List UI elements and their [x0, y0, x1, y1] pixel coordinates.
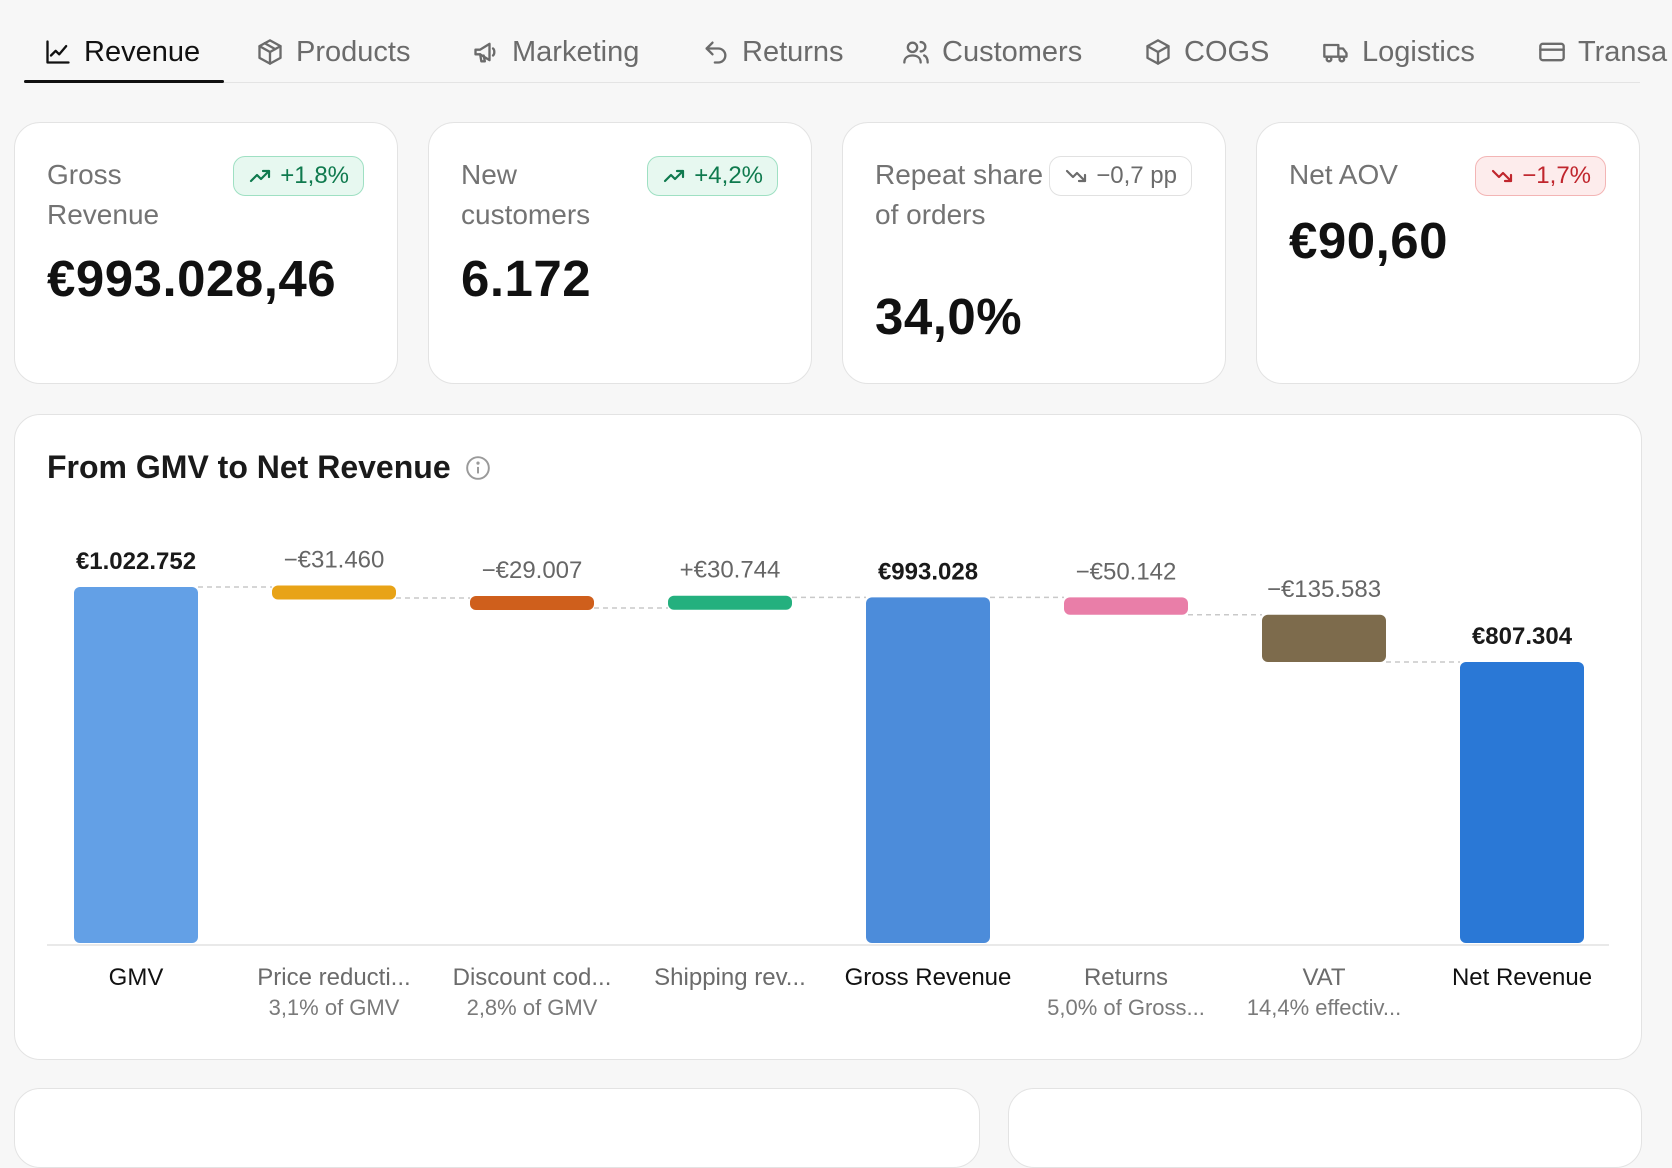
tab-cogs[interactable]: COGS [1144, 30, 1269, 74]
megaphone-icon [474, 42, 496, 63]
kpi-change-value: +1,8% [280, 162, 349, 189]
bar-value-label: −€29.007 [482, 557, 583, 584]
bar-value-label: −€31.460 [284, 546, 385, 573]
waterfall-bar [1460, 661, 1584, 943]
waterfall-bar [272, 585, 396, 600]
tab-returns[interactable]: Returns [702, 30, 844, 74]
kpi-label: Net AOV [1289, 159, 1398, 190]
tab-label: Logistics [1362, 35, 1475, 68]
category-label: Gross Revenue [845, 964, 1012, 991]
category-sublabel: 2,8% of GMV [467, 995, 598, 1020]
category-label: Net Revenue [1452, 964, 1592, 991]
kpi-change-value: −1,7% [1522, 162, 1591, 189]
trending-down-icon [1066, 169, 1087, 183]
tab-label: Transa [1578, 35, 1668, 68]
info-icon[interactable] [465, 455, 491, 481]
package-icon [1146, 39, 1170, 65]
waterfall-bar [1064, 597, 1188, 615]
kpi-value: €90,60 [1289, 212, 1448, 269]
kpi-label: Gross Revenue [47, 159, 160, 230]
category-label: Discount cod... [453, 964, 612, 991]
tab-label: COGS [1184, 35, 1270, 68]
category-sublabel: 14,4% effectiv... [1247, 995, 1402, 1020]
boxes-icon [258, 39, 282, 65]
tab-marketing[interactable]: Marketing [472, 30, 639, 74]
trending-down-icon [1492, 169, 1513, 183]
line-chart-icon [46, 40, 70, 64]
tab-label: Returns [742, 35, 844, 68]
bar-value-label: −€135.583 [1267, 576, 1381, 603]
active-tab-indicator [24, 80, 224, 83]
kpi-value: €993.028,46 [47, 250, 337, 307]
kpi-label: New customers [461, 159, 591, 230]
kpi-card-repeat-share[interactable]: Repeat share of orders −0,7 pp 34,0% [842, 122, 1226, 384]
kpi-label: Repeat share of orders [875, 159, 1044, 230]
bottom-card-left [14, 1088, 980, 1168]
category-sublabel: 5,0% of Gross... [1047, 995, 1205, 1020]
bar-value-label: €807.304 [1472, 623, 1573, 650]
trending-up-icon [250, 169, 271, 183]
kpi-card-new-customers[interactable]: New customers +4,2% 6.172 [428, 122, 812, 384]
waterfall-chart-card: From GMV to Net Revenue €1.022.752 GMV −€3… [14, 414, 1642, 1060]
waterfall-bar [866, 597, 990, 943]
waterfall-bar [668, 595, 792, 610]
tab-bar: Revenue Products Marketing Returns Custo… [0, 0, 1667, 84]
tab-logistics[interactable]: Logistics [1322, 30, 1475, 74]
category-sublabel: 3,1% of GMV [269, 995, 400, 1020]
users-icon [903, 40, 929, 64]
waterfall-chart: €1.022.752 GMV −€31.460 Price reducti... 3,1… [47, 546, 1609, 1020]
tab-products[interactable]: Products [256, 30, 410, 74]
kpi-value: 34,0% [875, 288, 1023, 345]
tab-revenue[interactable]: Revenue [44, 30, 200, 74]
bottom-card-right [1008, 1088, 1642, 1168]
kpi-change-badge: −1,7% [1475, 156, 1606, 196]
bar-value-label: −€50.142 [1076, 558, 1177, 585]
tab-bar-divider [24, 82, 1640, 83]
kpi-change-badge: −0,7 pp [1049, 156, 1192, 196]
category-label: Returns [1084, 964, 1168, 991]
chart-title-row: From GMV to Net Revenue [47, 449, 491, 486]
trending-up-icon [664, 169, 685, 183]
card-icon [1539, 42, 1565, 62]
tab-label: Revenue [84, 35, 201, 68]
waterfall-bar [1262, 614, 1386, 662]
waterfall-bar [74, 587, 198, 943]
undo-icon [705, 41, 727, 64]
waterfall-bar [470, 595, 594, 610]
kpi-change-badge: +1,8% [233, 156, 364, 196]
kpi-change-value: +4,2% [694, 162, 763, 189]
tab-customers[interactable]: Customers [902, 30, 1082, 74]
bar-value-label: +€30.744 [680, 557, 781, 584]
kpi-change-badge: +4,2% [647, 156, 778, 196]
tab-label: Customers [942, 35, 1083, 68]
kpi-change-value: −0,7 pp [1096, 162, 1177, 189]
kpi-value: 6.172 [461, 250, 592, 307]
tab-label: Products [296, 35, 411, 68]
kpi-card-net-aov[interactable]: Net AOV −1,7% €90,60 [1256, 122, 1640, 384]
category-label: Price reducti... [257, 964, 410, 991]
chart-title: From GMV to Net Revenue [47, 449, 451, 485]
bar-value-label: €1.022.752 [76, 548, 196, 575]
category-label: GMV [109, 964, 164, 991]
bar-value-label: €993.028 [878, 558, 978, 585]
kpi-card-gross-revenue[interactable]: Gross Revenue +1,8% €993.028,46 [14, 122, 398, 384]
truck-icon [1323, 43, 1348, 63]
category-label: VAT [1302, 964, 1345, 991]
category-label: Shipping rev... [654, 964, 806, 991]
tab-label: Marketing [512, 35, 640, 68]
tab-transactions[interactable]: Transa [1538, 30, 1667, 74]
